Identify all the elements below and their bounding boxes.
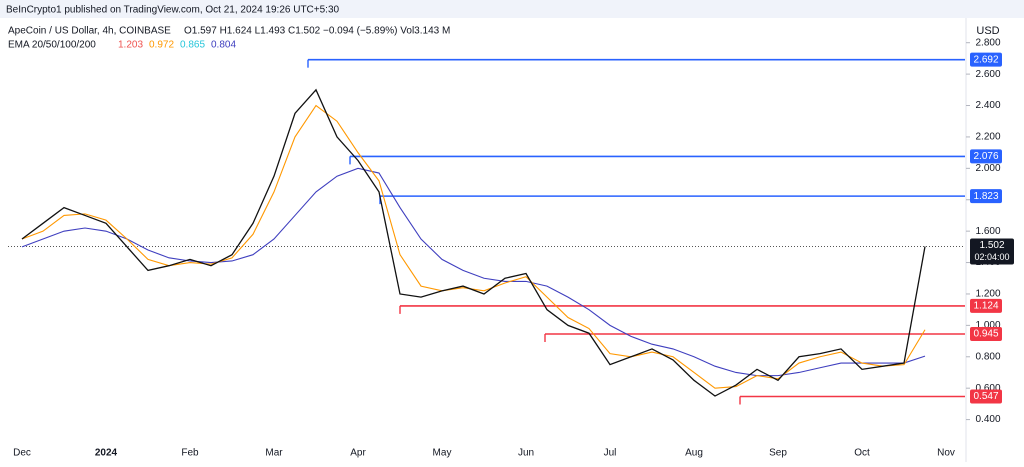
y-tick-label: 2.400: [975, 100, 1000, 111]
x-tick-label: Apr: [350, 448, 366, 459]
ema-value: 1.203: [118, 40, 143, 51]
level-label: 0.547: [973, 391, 998, 402]
x-tick-label: Dec: [13, 448, 31, 459]
y-tick-label: 2.600: [975, 69, 1000, 80]
ema-value: 0.865: [180, 40, 205, 51]
level-badge: [970, 189, 1002, 204]
level-label: 2.692: [973, 54, 998, 65]
countdown: 02:04:00: [974, 252, 1009, 262]
price-line: [21, 88, 926, 397]
x-tick-label: Nov: [937, 448, 955, 459]
level-label: 1.823: [973, 191, 998, 202]
symbol: ApeCoin / US Dollar, 4h, COINBASE: [8, 26, 171, 37]
level-label: 1.124: [973, 301, 998, 312]
y-tick-label: 0.600: [975, 383, 1000, 394]
x-tick-label: Mar: [265, 448, 283, 459]
ema-line: [21, 167, 926, 377]
y-tick-label: 0.400: [975, 414, 1000, 425]
y-tick-label: 2.800: [975, 37, 1000, 48]
level-badge: [970, 389, 1002, 404]
x-tick-label: Jun: [518, 448, 534, 459]
level-label: 0.945: [973, 329, 998, 340]
x-tick-label: Sep: [769, 448, 787, 459]
level-badge: [970, 327, 1002, 342]
level-badge: [970, 149, 1002, 164]
x-tick-label: Jul: [604, 448, 617, 459]
ema-label: EMA 20/50/100/200: [8, 40, 96, 51]
level-badge: [970, 298, 1002, 313]
y-tick-label: 1.200: [975, 289, 1000, 300]
ema-value: 0.804: [211, 40, 236, 51]
y-tick-label: 2.200: [975, 132, 1000, 143]
publisher: BeInCrypto1 published on TradingView.com…: [6, 5, 340, 16]
level-label: 2.076: [973, 151, 998, 162]
ohlc: O1.597 H1.624 L1.493 C1.502 −0.094 (−5.8…: [184, 26, 450, 37]
x-tick-label: Feb: [181, 448, 199, 459]
x-tick-label: Aug: [685, 448, 703, 459]
y-tick-label: 1.000: [975, 320, 1000, 331]
y-tick-label: 1.600: [975, 226, 1000, 237]
top-bar: [0, 0, 1024, 18]
last-price-label: 1.502: [979, 240, 1004, 251]
y-tick-label: 2.000: [975, 163, 1000, 174]
y-axis-label: USD: [976, 25, 999, 37]
last-price-badge: [970, 238, 1014, 265]
x-tick-label: Oct: [854, 448, 870, 459]
x-tick-label: 2024: [95, 448, 118, 459]
level-badge: [970, 52, 1002, 67]
x-tick-label: May: [433, 448, 452, 459]
ema-value: 0.972: [149, 40, 174, 51]
y-tick-label: 0.800: [975, 351, 1000, 362]
